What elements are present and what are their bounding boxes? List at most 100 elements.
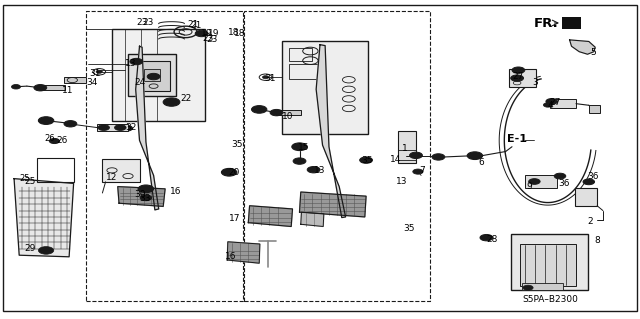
Circle shape xyxy=(140,195,152,201)
Text: 24: 24 xyxy=(134,78,146,87)
Bar xyxy=(138,61,170,91)
Circle shape xyxy=(543,103,552,107)
Polygon shape xyxy=(227,242,260,263)
Polygon shape xyxy=(570,40,595,54)
Circle shape xyxy=(293,158,306,164)
Circle shape xyxy=(410,152,422,159)
Circle shape xyxy=(432,154,445,160)
Text: 12: 12 xyxy=(106,173,117,182)
Text: 36: 36 xyxy=(558,179,570,188)
Circle shape xyxy=(467,152,483,160)
Text: 23: 23 xyxy=(206,35,218,44)
Text: 19: 19 xyxy=(201,29,212,38)
Circle shape xyxy=(270,109,283,116)
Text: 34: 34 xyxy=(86,78,98,87)
Circle shape xyxy=(292,143,307,151)
Circle shape xyxy=(147,73,160,80)
Circle shape xyxy=(195,30,208,37)
Circle shape xyxy=(64,121,77,127)
Text: 23: 23 xyxy=(142,18,154,27)
Polygon shape xyxy=(136,46,159,210)
Circle shape xyxy=(363,159,369,162)
Bar xyxy=(64,77,86,83)
Text: 21: 21 xyxy=(188,20,199,29)
Circle shape xyxy=(583,179,595,185)
Circle shape xyxy=(38,117,54,124)
Bar xyxy=(289,64,324,79)
Bar xyxy=(128,54,176,96)
Text: 35: 35 xyxy=(362,156,373,165)
Circle shape xyxy=(554,173,566,179)
Bar xyxy=(282,41,368,134)
Bar xyxy=(589,105,600,113)
Circle shape xyxy=(49,138,60,144)
Text: 10: 10 xyxy=(282,112,293,121)
Text: 26: 26 xyxy=(56,137,68,145)
Text: 25: 25 xyxy=(19,174,29,183)
Text: 27: 27 xyxy=(549,98,561,107)
Text: 17: 17 xyxy=(229,214,241,223)
Text: 13: 13 xyxy=(314,166,325,175)
Polygon shape xyxy=(316,45,346,218)
Text: S5PA–B2300: S5PA–B2300 xyxy=(522,295,579,304)
Bar xyxy=(97,124,128,131)
Text: 8: 8 xyxy=(594,236,600,245)
Text: 7: 7 xyxy=(419,166,425,175)
Circle shape xyxy=(98,125,109,130)
Text: 9: 9 xyxy=(526,182,532,191)
Polygon shape xyxy=(248,206,292,226)
Circle shape xyxy=(515,69,522,72)
Circle shape xyxy=(252,106,267,113)
Text: 1: 1 xyxy=(402,144,408,153)
Text: 31: 31 xyxy=(90,69,101,78)
Polygon shape xyxy=(300,192,366,217)
Text: 20: 20 xyxy=(228,168,240,177)
Bar xyxy=(398,150,416,160)
Text: 14: 14 xyxy=(390,155,402,164)
Circle shape xyxy=(168,100,175,104)
Text: FR.: FR. xyxy=(534,18,558,30)
Text: 36: 36 xyxy=(588,172,599,181)
Text: 16: 16 xyxy=(225,252,237,261)
Circle shape xyxy=(262,76,269,79)
Text: 13: 13 xyxy=(396,177,407,186)
Text: 21: 21 xyxy=(191,21,202,30)
Bar xyxy=(575,188,597,206)
Circle shape xyxy=(221,168,237,176)
Text: E-1: E-1 xyxy=(507,134,527,144)
Text: 2: 2 xyxy=(588,217,593,226)
Bar xyxy=(520,244,576,286)
Circle shape xyxy=(483,236,490,239)
Text: 22: 22 xyxy=(180,94,192,103)
Text: 4: 4 xyxy=(547,101,553,110)
Bar xyxy=(112,29,205,121)
Text: 35: 35 xyxy=(232,140,243,149)
Text: 32: 32 xyxy=(125,123,136,132)
Text: 27: 27 xyxy=(512,72,524,81)
Circle shape xyxy=(307,167,320,173)
Bar xyxy=(37,158,74,182)
Text: 13: 13 xyxy=(125,59,136,68)
Text: 18: 18 xyxy=(228,28,239,37)
Circle shape xyxy=(142,187,150,191)
Text: 28: 28 xyxy=(486,235,498,244)
Text: 11: 11 xyxy=(62,86,74,95)
Text: 5: 5 xyxy=(590,48,596,57)
Circle shape xyxy=(413,169,423,174)
Bar xyxy=(276,110,301,115)
Text: 35: 35 xyxy=(403,224,415,233)
Circle shape xyxy=(360,157,372,163)
Circle shape xyxy=(198,32,205,35)
Text: 6: 6 xyxy=(479,158,484,167)
Text: 23: 23 xyxy=(202,34,214,43)
Polygon shape xyxy=(118,187,165,206)
Circle shape xyxy=(12,85,20,89)
Text: 33: 33 xyxy=(140,194,151,203)
Circle shape xyxy=(511,75,524,81)
Circle shape xyxy=(121,125,132,131)
Circle shape xyxy=(523,285,533,290)
Bar xyxy=(244,11,430,301)
Bar xyxy=(562,17,581,29)
Bar xyxy=(289,48,312,61)
Bar xyxy=(398,131,416,163)
